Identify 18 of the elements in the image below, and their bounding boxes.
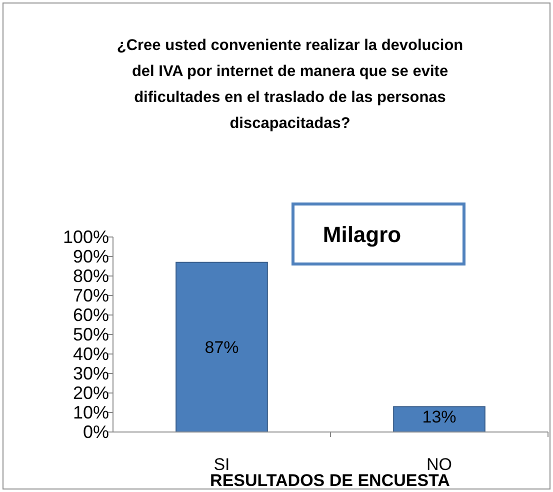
y-tick-label: 100%	[62, 227, 109, 247]
y-tick-label: 70%	[72, 286, 109, 306]
y-tick-label: 40%	[72, 344, 109, 364]
y-tick-label: 10%	[72, 402, 109, 422]
y-tick-label: 50%	[72, 324, 109, 344]
chart-title: ¿Cree usted conveniente realizar la devolucion del IVA por internet de manera que se evite dificultades en el traslado de las personas discapacitadas?	[116, 37, 464, 132]
data-label: 87%	[204, 338, 239, 358]
y-tick-label: 20%	[72, 383, 109, 403]
y-tick-label: 90%	[72, 246, 109, 266]
annotation: Milagro	[322, 222, 402, 247]
x-tick-label: NO	[426, 455, 452, 474]
y-tick-label: 0%	[82, 422, 109, 442]
y-tick-label: 80%	[72, 266, 109, 286]
y-tick-label: 30%	[72, 364, 109, 384]
data-label: 13%	[422, 408, 456, 427]
x-tick-label: SI	[214, 455, 230, 474]
x-axis-title: RESULTADOS DE ENCUESTA	[210, 471, 450, 490]
y-tick-label: 60%	[72, 305, 109, 325]
